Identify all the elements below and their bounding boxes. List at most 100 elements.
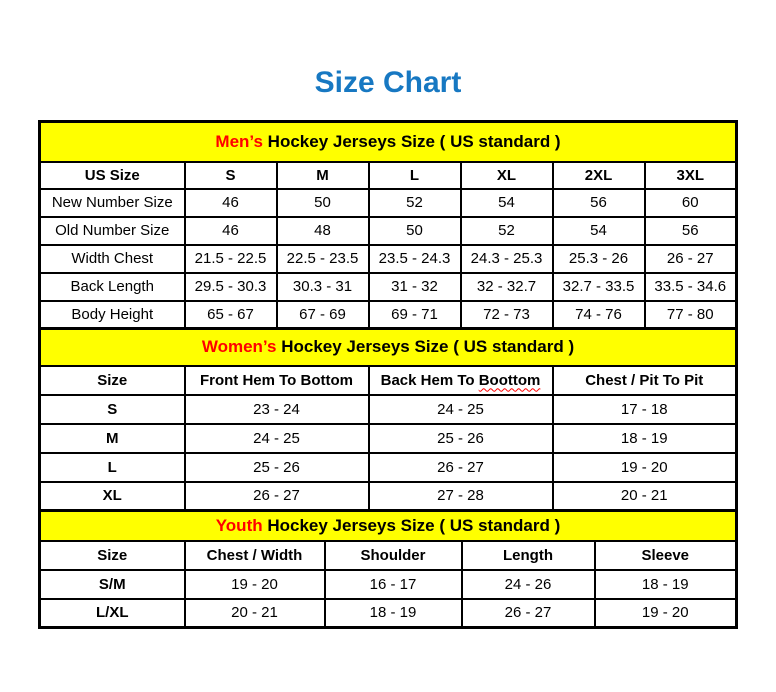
womens-size-table: Women’s Hockey Jerseys Size ( US standar…	[38, 327, 738, 512]
column-header: Length	[460, 539, 596, 571]
youth-size-table: Youth Hockey Jerseys Size ( US standard …	[38, 509, 738, 629]
table-row: Body Height 65 - 67 67 - 69 69 - 71 72 -…	[38, 299, 738, 330]
row-label: L	[38, 451, 186, 483]
table-cell: 46	[183, 187, 278, 218]
table-cell: 23.5 - 24.3	[367, 243, 462, 274]
table-cell: 56	[551, 187, 646, 218]
table-row: L 25 - 26 26 - 27 19 - 20	[38, 451, 738, 483]
table-cell: 20 - 21	[183, 597, 326, 629]
table-cell: 50	[275, 187, 370, 218]
table-cell: 32.7 - 33.5	[551, 271, 646, 302]
table-cell: 33.5 - 34.6	[643, 271, 738, 302]
womens-section-highlight: Women’s	[201, 337, 277, 357]
table-cell: 46	[183, 215, 278, 246]
table-row: Width Chest 21.5 - 22.5 22.5 - 23.5 23.5…	[38, 243, 738, 274]
table-cell: 25.3 - 26	[551, 243, 646, 274]
table-cell: 54	[551, 215, 646, 246]
mens-section-rest: Hockey Jerseys Size ( US standard )	[262, 131, 561, 151]
table-cell: 19 - 20	[593, 597, 738, 629]
table-cell: 26 - 27	[367, 451, 554, 483]
table-cell: 27 - 28	[367, 480, 554, 512]
womens-section-title: Women’s Hockey Jerseys Size ( US standar…	[38, 327, 738, 367]
row-label: XL	[38, 480, 186, 512]
table-cell: 18 - 19	[593, 568, 738, 600]
table-cell: 67 - 69	[275, 299, 370, 330]
youth-section-title: Youth Hockey Jerseys Size ( US standard …	[38, 509, 738, 542]
table-cell: 54	[459, 187, 554, 218]
table-row: S/M 19 - 20 16 - 17 24 - 26 18 - 19	[38, 568, 738, 600]
row-label: S/M	[38, 568, 186, 600]
row-label: S	[38, 393, 186, 425]
youth-section-highlight: Youth	[215, 515, 263, 535]
table-cell: 18 - 19	[551, 422, 738, 454]
table-cell: 24 - 25	[367, 393, 554, 425]
table-cell: 22.5 - 23.5	[275, 243, 370, 274]
size-chart-tables: Men’s Hockey Jerseys Size ( US standard …	[38, 120, 738, 629]
table-cell: 21.5 - 22.5	[183, 243, 278, 274]
table-cell: 74 - 76	[551, 299, 646, 330]
table-cell: 77 - 80	[643, 299, 738, 330]
row-label: Width Chest	[38, 243, 186, 274]
column-header: Size	[38, 539, 186, 571]
column-header: S	[183, 160, 278, 190]
table-cell: 56	[643, 215, 738, 246]
table-cell: 16 - 17	[323, 568, 463, 600]
column-header: 3XL	[643, 160, 738, 190]
table-cell: 31 - 32	[367, 271, 462, 302]
table-row: Women’s Hockey Jerseys Size ( US standar…	[38, 327, 738, 367]
table-cell: 25 - 26	[183, 451, 370, 483]
row-label: L/XL	[38, 597, 186, 629]
misspelled-word: Boottom	[478, 371, 541, 389]
column-header: US Size	[38, 160, 186, 190]
table-cell: 30.3 - 31	[275, 271, 370, 302]
table-header-row: Size Chest / Width Shoulder Length Sleev…	[38, 539, 738, 571]
youth-section-rest: Hockey Jerseys Size ( US standard )	[262, 515, 561, 535]
table-row: Old Number Size 46 48 50 52 54 56	[38, 215, 738, 246]
table-cell: 48	[275, 215, 370, 246]
table-row: L/XL 20 - 21 18 - 19 26 - 27 19 - 20	[38, 597, 738, 629]
table-cell: 65 - 67	[183, 299, 278, 330]
table-cell: 52	[367, 187, 462, 218]
table-cell: 25 - 26	[367, 422, 554, 454]
column-header: Shoulder	[323, 539, 463, 571]
table-cell: 24.3 - 25.3	[459, 243, 554, 274]
column-header: Size	[38, 364, 186, 396]
mens-size-table: Men’s Hockey Jerseys Size ( US standard …	[38, 120, 738, 330]
column-header: M	[275, 160, 370, 190]
table-cell: 26 - 27	[643, 243, 738, 274]
column-header: 2XL	[551, 160, 646, 190]
column-header: XL	[459, 160, 554, 190]
table-cell: 72 - 73	[459, 299, 554, 330]
column-header-text: Back Hem To	[380, 371, 479, 389]
table-row: Youth Hockey Jerseys Size ( US standard …	[38, 509, 738, 542]
table-header-row: US Size S M L XL 2XL 3XL	[38, 160, 738, 190]
column-header: Front Hem To Bottom	[183, 364, 370, 396]
table-cell: 17 - 18	[551, 393, 738, 425]
table-cell: 23 - 24	[183, 393, 370, 425]
table-cell: 24 - 25	[183, 422, 370, 454]
table-row: New Number Size 46 50 52 54 56 60	[38, 187, 738, 218]
table-row: XL 26 - 27 27 - 28 20 - 21	[38, 480, 738, 512]
table-row: Back Length 29.5 - 30.3 30.3 - 31 31 - 3…	[38, 271, 738, 302]
mens-section-highlight: Men’s	[215, 131, 263, 151]
table-header-row: Size Front Hem To Bottom Back Hem To Boo…	[38, 364, 738, 396]
table-cell: 19 - 20	[183, 568, 326, 600]
column-header: Chest / Pit To Pit	[551, 364, 738, 396]
table-cell: 24 - 26	[460, 568, 596, 600]
table-cell: 29.5 - 30.3	[183, 271, 278, 302]
table-row: M 24 - 25 25 - 26 18 - 19	[38, 422, 738, 454]
table-cell: 19 - 20	[551, 451, 738, 483]
row-label: New Number Size	[38, 187, 186, 218]
table-row: S 23 - 24 24 - 25 17 - 18	[38, 393, 738, 425]
table-cell: 32 - 32.7	[459, 271, 554, 302]
row-label: Body Height	[38, 299, 186, 330]
table-cell: 20 - 21	[551, 480, 738, 512]
page-title: Size Chart	[314, 66, 462, 99]
column-header: L	[367, 160, 462, 190]
row-label: M	[38, 422, 186, 454]
table-cell: 60	[643, 187, 738, 218]
column-header: Chest / Width	[183, 539, 326, 571]
table-cell: 50	[367, 215, 462, 246]
womens-section-rest: Hockey Jerseys Size ( US standard )	[276, 337, 575, 357]
